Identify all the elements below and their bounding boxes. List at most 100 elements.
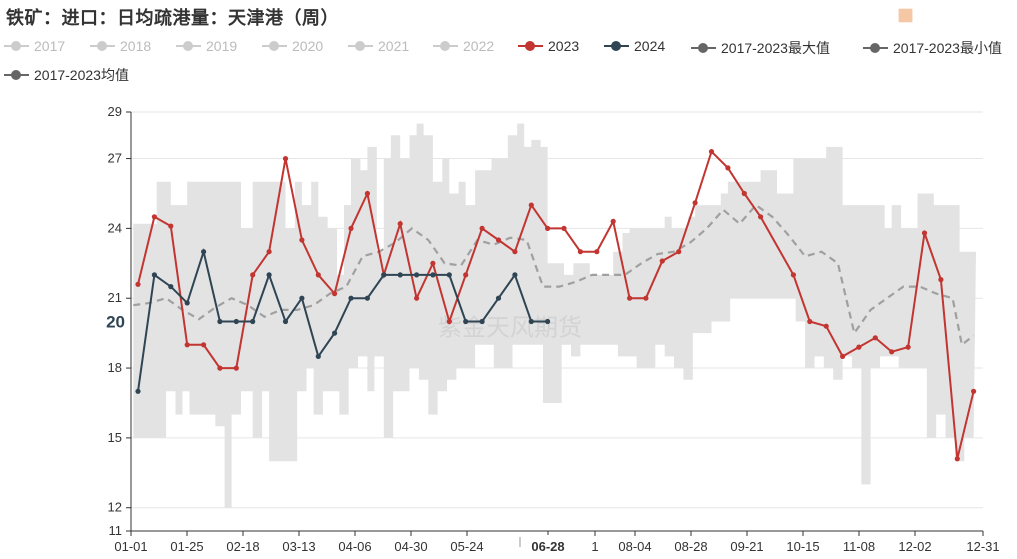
series-2024-point [184,300,190,306]
x-tick-label: 03-13 [282,539,315,554]
legend-item-2017-2023均值[interactable]: 2017-2023均值 [4,65,129,85]
y-tick-label: 11 [109,523,123,538]
series-2024-point [266,272,272,278]
fullscreen-icon[interactable] [899,8,1003,23]
x-tick-label: 04-30 [394,539,427,554]
legend-symbol [176,39,201,53]
legend-item-2024[interactable]: 2024 [604,38,665,54]
series-2023-point [168,223,174,229]
series-2023-point [905,344,911,350]
x-tick-label: 09-21 [730,539,763,554]
series-2023-point [545,225,551,231]
legend-item-2017[interactable]: 2017 [4,38,65,54]
series-2024-point [430,272,436,278]
series-2024-point [348,295,354,301]
series-2023-point [233,365,239,371]
series-2024-point [397,272,403,278]
legend-symbol [4,68,29,82]
legend-symbol [348,39,373,53]
series-2024-point [332,330,338,336]
series-2024-point [479,318,485,325]
series-2023-point [725,165,731,171]
series-2023-point [692,200,698,206]
series-2024-point [250,318,256,325]
legend-item-2017-2023最大值[interactable]: 2017-2023最大值 [691,38,830,58]
series-2023-point [594,249,600,255]
legend-symbol [4,39,29,53]
series-2024-point [414,272,420,278]
watermark: 紫金天风期货 [438,314,582,342]
series-2024-point [168,284,174,290]
series-2024-point [381,272,387,278]
legend-item-2022[interactable]: 2022 [433,38,494,54]
x-tick-label: 02-18 [226,539,259,554]
x-tick-label: 12-02 [898,539,931,554]
min-max-band [133,123,977,508]
series-2023-point [364,190,370,197]
series-2023-point [495,237,502,243]
series-2023-point [676,249,682,255]
y-tick-label: 29 [108,104,122,119]
legend-symbol [433,39,458,53]
series-2023-point [250,272,256,278]
series-2024-point [446,272,452,278]
legend-label: 2020 [292,38,324,54]
x-tick-label: 05-24 [450,539,483,554]
x-cursor-label: 06-28 [531,539,564,554]
series-mean-line [133,203,975,347]
legend-label: 2022 [463,38,495,54]
series-2023-point [479,225,485,231]
series-2023-point [512,249,518,255]
legend-label: 2023 [548,38,580,54]
legend-label: 2017-2023均值 [34,67,129,83]
x-tick-label: 04-06 [338,539,371,554]
legend-label: 2018 [120,38,152,54]
legend-label: 2017-2023最小值 [893,40,1002,56]
series-2023-point [217,365,223,371]
legend-item-2021[interactable]: 2021 [348,38,409,54]
series-2024-point [315,353,321,359]
series-2023-point [708,149,715,155]
series-2024-point [299,295,305,301]
series-2024-point [463,318,469,325]
y-tick-label: 18 [108,360,122,375]
series-2023-point [627,295,633,301]
series-2024-point [151,272,157,278]
series-2023-point [741,190,747,197]
series-2023-point [954,456,960,462]
series-2024-line [137,247,548,392]
legend-item-2020[interactable]: 2020 [262,38,323,54]
series-2023-point [823,323,829,329]
series-2023-point [414,295,420,301]
legend-label: 2019 [206,38,238,54]
legend-item-2018[interactable]: 2018 [90,38,151,54]
x-tick-label: 11-08 [843,539,875,554]
series-2024-point [545,318,551,325]
legend-symbol [90,39,115,53]
legend-symbol [863,41,888,55]
series-2023-point [872,335,878,341]
legend-symbol [691,41,716,55]
series-2024-point [364,295,370,301]
series-2023-point [201,342,207,348]
series-2023-point [430,260,436,266]
series-2023-point [463,272,469,278]
series-2023-point [807,318,813,325]
series-2023-point [889,349,895,355]
series-2023-point [659,258,665,264]
y-tick-label: 24 [108,220,122,235]
legend-item-2017-2023最小值[interactable]: 2017-2023最小值 [863,38,1002,58]
series-2024-point [135,388,141,394]
legend-item-2023[interactable]: 2023 [518,38,579,54]
y-tick-label: 27 [108,151,122,166]
series-2023-point [315,272,321,278]
series-2023-point [577,249,584,255]
series-2023-point [610,218,616,224]
x-tick-label: 01-01 [114,539,147,554]
legend-item-2019[interactable]: 2019 [176,38,237,54]
series-2023-point [299,237,305,243]
y-tick-label: 12 [108,500,122,515]
legend-label: 2021 [378,38,410,54]
y-tick-label: 15 [108,430,122,445]
